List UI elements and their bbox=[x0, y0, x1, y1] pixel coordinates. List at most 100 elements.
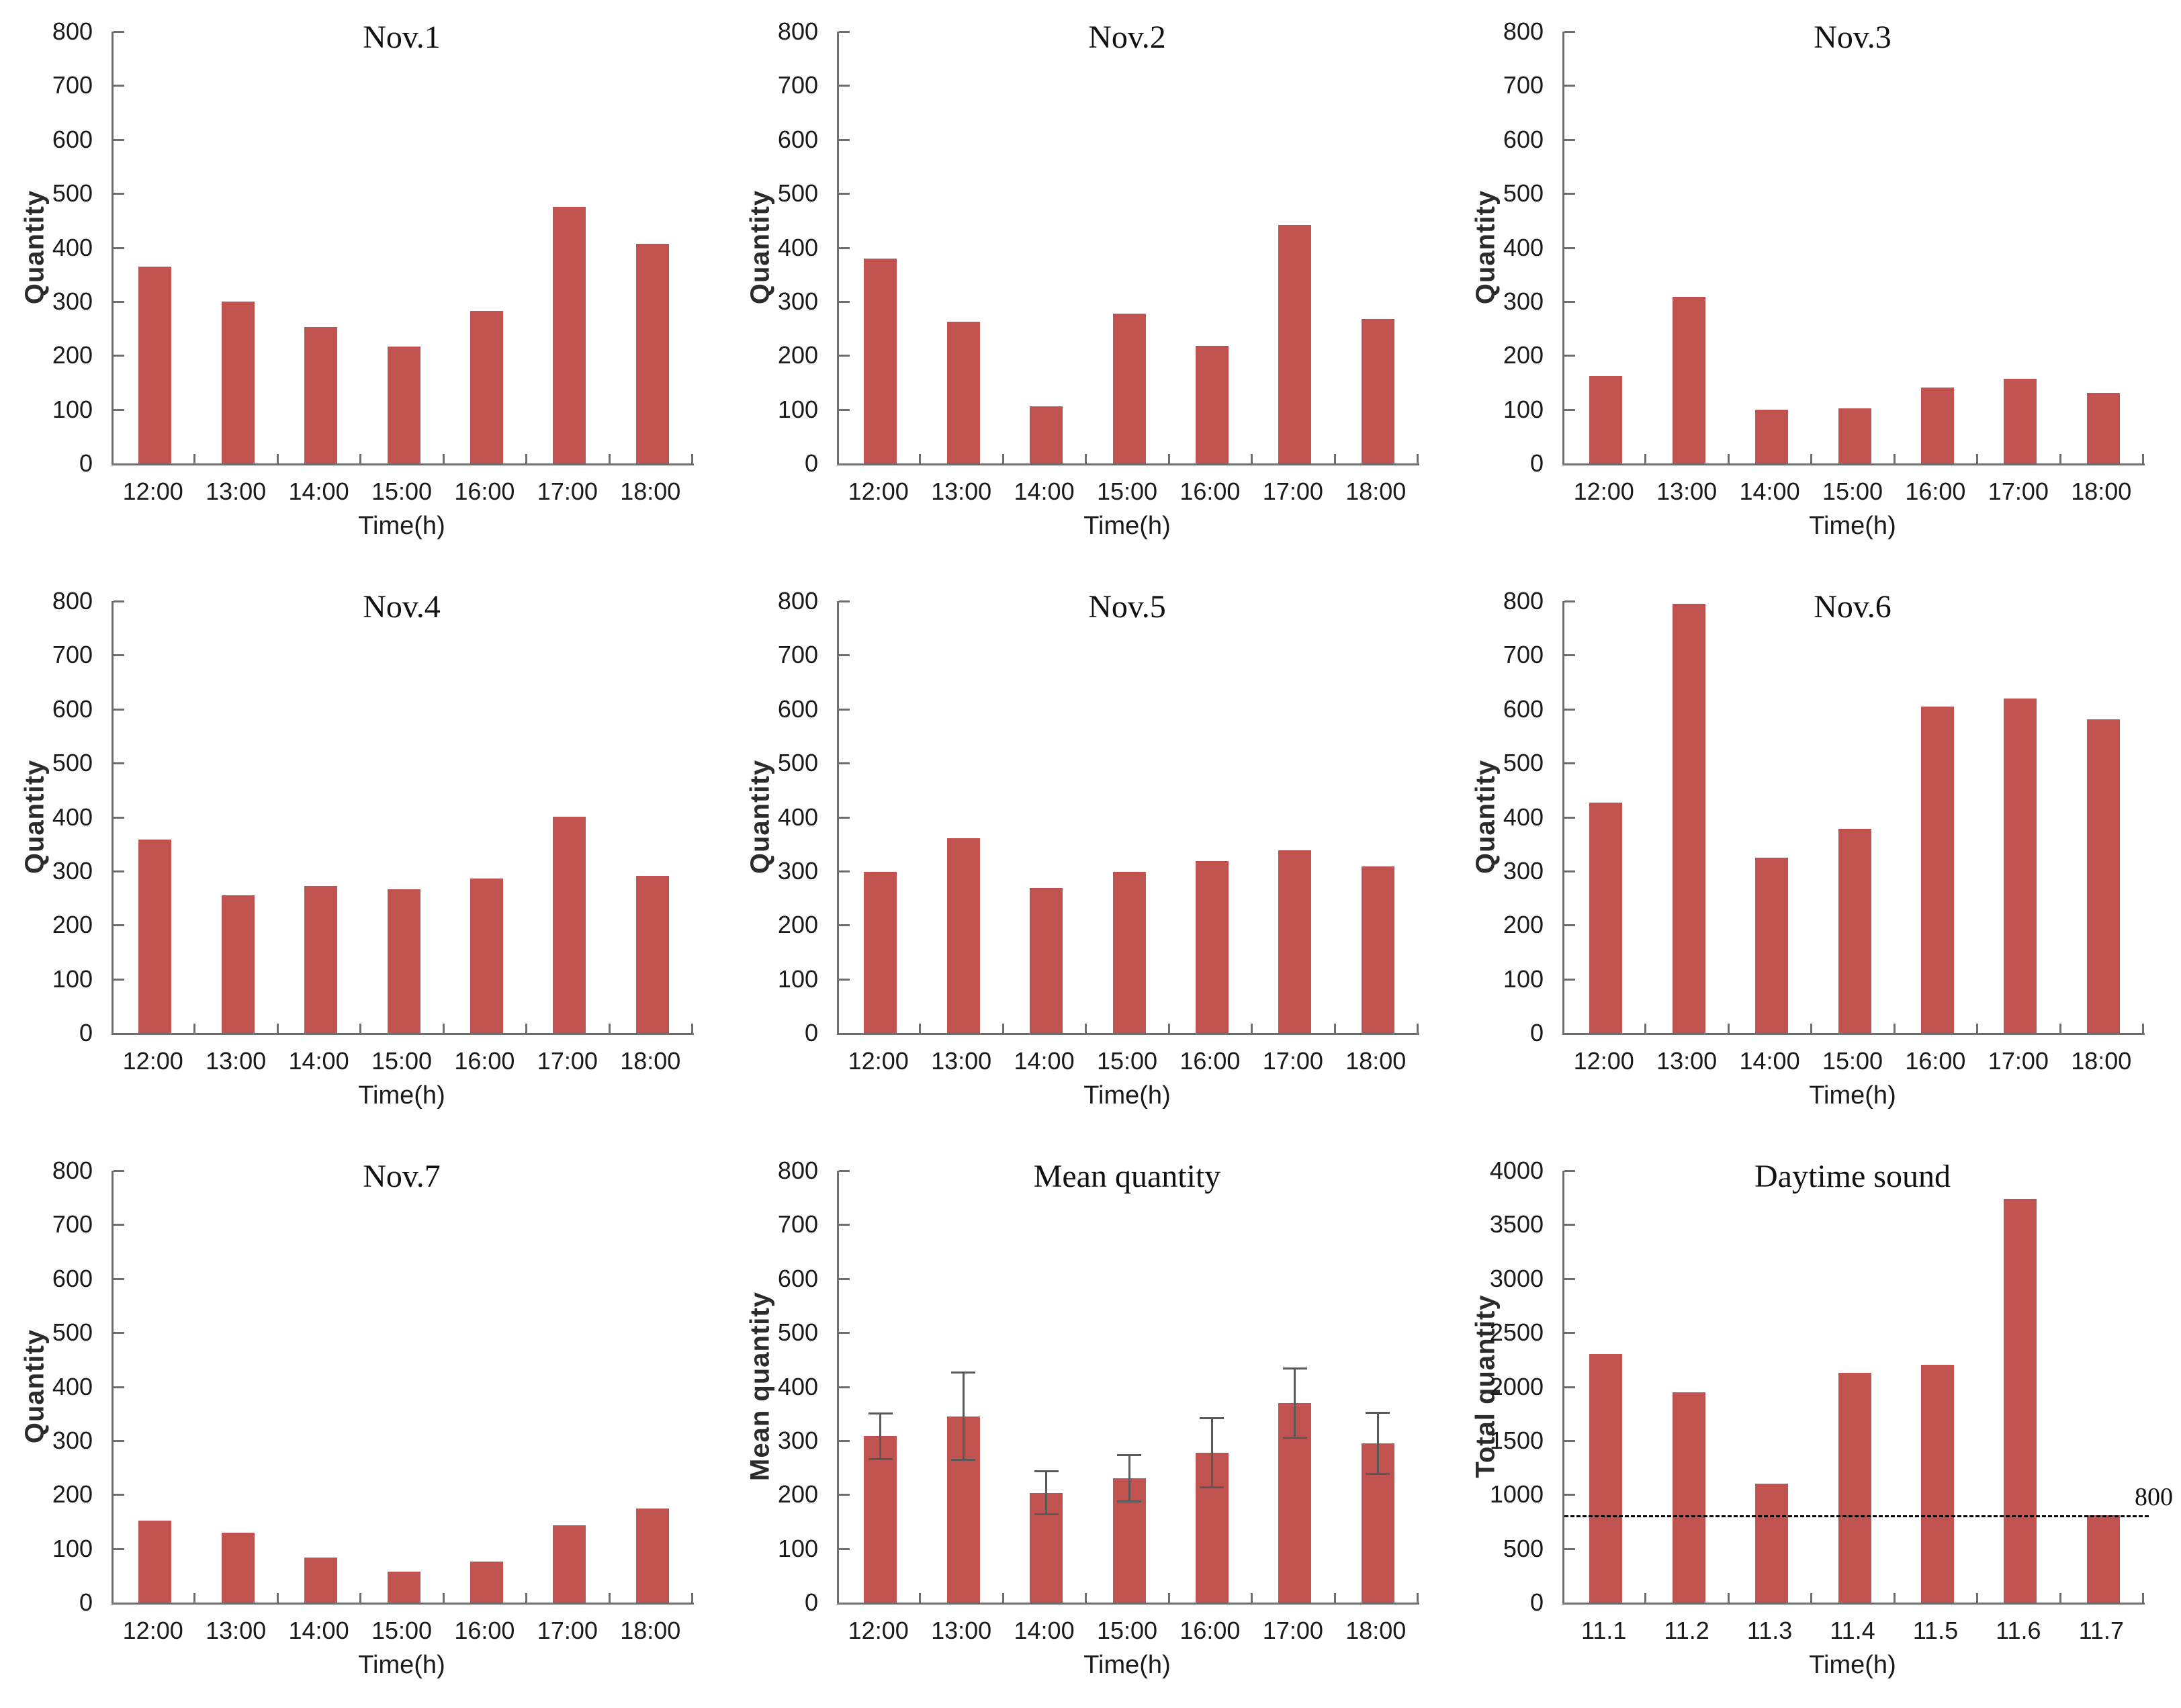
bar bbox=[1195, 345, 1229, 463]
y-tick-mark bbox=[114, 1547, 124, 1550]
x-axis-label: Time(h) bbox=[1809, 512, 1896, 540]
y-tick-mark bbox=[839, 654, 850, 657]
y-tick-label: 0 bbox=[79, 449, 93, 477]
x-tick-mark bbox=[1976, 1593, 1979, 1603]
y-tick-mark bbox=[839, 870, 850, 872]
bar bbox=[2086, 719, 2120, 1033]
y-tick-mark bbox=[1564, 1332, 1575, 1335]
error-bar-cap-top bbox=[868, 1412, 893, 1415]
x-tick-mark bbox=[193, 1024, 196, 1033]
y-tick-mark bbox=[839, 246, 850, 249]
y-tick-label: 0 bbox=[1529, 1588, 1544, 1616]
bar bbox=[1361, 866, 1394, 1033]
y-tick-mark bbox=[839, 1224, 850, 1226]
error-bar-line bbox=[1210, 1418, 1213, 1488]
bar bbox=[470, 310, 503, 463]
bar bbox=[1589, 802, 1623, 1033]
y-tick-label: 100 bbox=[1503, 964, 1544, 993]
x-tick-label: 17:00 bbox=[1988, 1047, 2049, 1075]
y-tick-label: 100 bbox=[52, 395, 93, 423]
y-tick-mark bbox=[114, 1386, 124, 1388]
y-tick-mark bbox=[839, 300, 850, 303]
chart-title: Mean quantity bbox=[1033, 1159, 1221, 1194]
y-tick-mark bbox=[1564, 1277, 1575, 1280]
bar bbox=[864, 258, 897, 463]
error-bar-cap-top bbox=[1200, 1417, 1225, 1420]
y-tick-mark bbox=[114, 193, 124, 195]
chart-title: Nov.7 bbox=[363, 1159, 441, 1194]
y-tick-mark bbox=[839, 1277, 850, 1280]
plot-area bbox=[112, 1171, 694, 1605]
y-tick-mark bbox=[1564, 138, 1575, 141]
x-tick-mark bbox=[2059, 454, 2061, 463]
y-tick-label: 0 bbox=[804, 1019, 818, 1046]
y-tick-label: 300 bbox=[777, 856, 818, 885]
y-tick-label: 700 bbox=[52, 641, 93, 669]
y-tick-mark bbox=[1564, 816, 1575, 819]
y-tick-label: 600 bbox=[1503, 694, 1544, 723]
x-tick-mark bbox=[1644, 1593, 1647, 1603]
y-tick-label: 500 bbox=[52, 179, 93, 208]
y-tick-label: 0 bbox=[804, 1588, 818, 1616]
x-tick-label: 16:00 bbox=[1179, 1617, 1241, 1644]
y-tick-mark bbox=[839, 408, 850, 411]
y-tick-label: 500 bbox=[777, 749, 818, 777]
bar bbox=[221, 301, 255, 463]
bar bbox=[864, 1436, 897, 1603]
y-tick-label: 700 bbox=[52, 1210, 93, 1239]
y-tick-mark bbox=[114, 1277, 124, 1280]
y-tick-mark bbox=[114, 300, 124, 303]
x-tick-label: 16:00 bbox=[454, 1617, 515, 1644]
bar bbox=[1672, 604, 1705, 1033]
y-tick-mark bbox=[1564, 654, 1575, 657]
x-tick-label: 17:00 bbox=[537, 478, 598, 505]
plot-area bbox=[1562, 601, 2145, 1035]
y-tick-label: 200 bbox=[1503, 341, 1544, 369]
y-tick-label: 100 bbox=[777, 395, 818, 423]
y-tick-label: 200 bbox=[777, 1480, 818, 1509]
y-tick-label: 1000 bbox=[1489, 1480, 1544, 1509]
y-tick-mark bbox=[1564, 600, 1575, 602]
y-tick-mark bbox=[114, 1439, 124, 1442]
y-tick-mark bbox=[1564, 924, 1575, 927]
error-bar-line bbox=[1294, 1368, 1296, 1438]
bar bbox=[138, 266, 172, 463]
x-tick-label: 17:00 bbox=[1262, 1047, 1323, 1075]
plot-area bbox=[1562, 1171, 2149, 1605]
y-tick-label: 200 bbox=[1503, 911, 1544, 939]
bar bbox=[864, 871, 897, 1033]
x-tick-mark bbox=[1333, 1593, 1336, 1603]
y-tick-mark bbox=[1564, 1224, 1575, 1226]
y-tick-label: 500 bbox=[52, 749, 93, 777]
y-tick-label: 600 bbox=[777, 694, 818, 723]
y-tick-label: 1500 bbox=[1489, 1426, 1544, 1454]
bar bbox=[553, 207, 586, 463]
y-tick-label: 500 bbox=[1503, 749, 1544, 777]
x-tick-mark bbox=[1167, 1024, 1170, 1033]
error-bar-cap-top bbox=[1034, 1470, 1059, 1473]
x-tick-mark bbox=[919, 1593, 922, 1603]
error-bar-line bbox=[1045, 1471, 1048, 1515]
x-tick-label: 14:00 bbox=[288, 478, 349, 505]
x-axis-label: Time(h) bbox=[1809, 1081, 1896, 1110]
chart-nov7: Nov.7 Quantity Time(h) 0 100 200 300 400 500 6… bbox=[0, 1139, 725, 1708]
y-tick-label: 100 bbox=[777, 964, 818, 993]
x-tick-label: 16:00 bbox=[454, 478, 515, 505]
x-tick-mark bbox=[276, 454, 279, 463]
bar bbox=[221, 895, 255, 1033]
bar bbox=[946, 322, 980, 463]
x-tick-label: 13:00 bbox=[931, 1617, 992, 1644]
x-tick-label: 18:00 bbox=[1345, 478, 1407, 505]
bar bbox=[1838, 408, 1871, 463]
x-tick-label: 12:00 bbox=[848, 1617, 909, 1644]
x-tick-mark bbox=[442, 1593, 445, 1603]
x-tick-label: 11.1 bbox=[1581, 1617, 1627, 1644]
y-tick-mark bbox=[839, 138, 850, 141]
x-tick-label: 14:00 bbox=[1014, 478, 1075, 505]
y-tick-label: 600 bbox=[52, 1264, 93, 1292]
bar bbox=[1589, 1354, 1623, 1603]
x-tick-label: 17:00 bbox=[1262, 1617, 1323, 1644]
y-tick-label: 200 bbox=[777, 911, 818, 939]
y-tick-mark bbox=[114, 1224, 124, 1226]
y-tick-mark bbox=[839, 355, 850, 357]
